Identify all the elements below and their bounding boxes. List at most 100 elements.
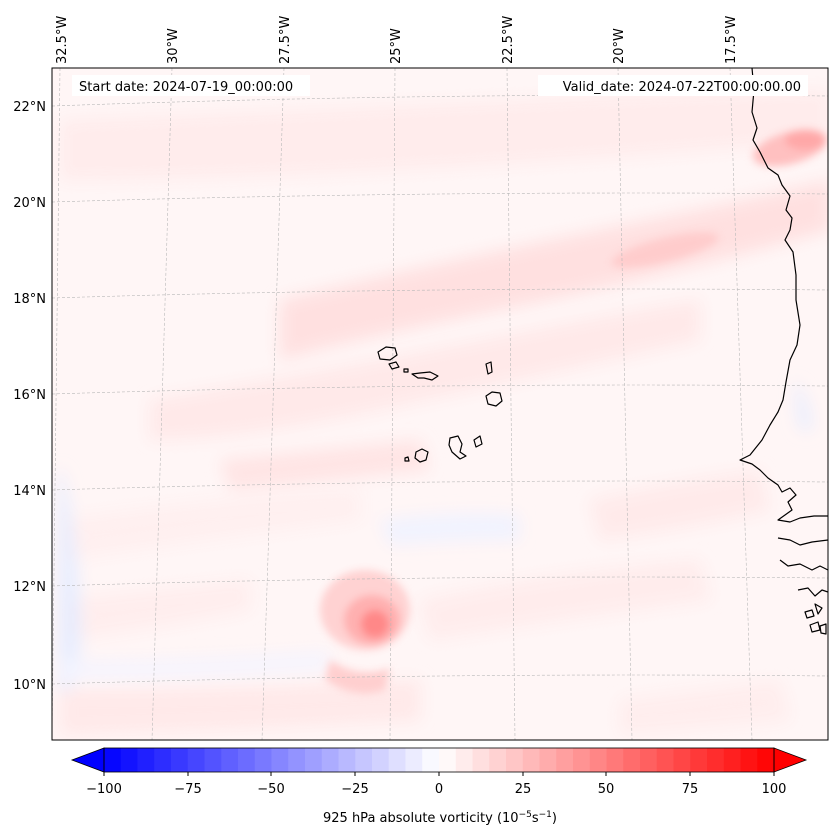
- colorbar-extend-min: [70, 747, 105, 773]
- colorbar-segment: [690, 748, 708, 772]
- brava-island: [404, 456, 410, 462]
- colorbar-segment: [539, 748, 557, 772]
- colorbar-segment: [640, 748, 658, 772]
- colorbar-segment: [204, 748, 222, 772]
- santa-luzia-island: [403, 368, 409, 373]
- lon-label: 27.5°W: [278, 16, 293, 64]
- bijagos-island-b: [814, 603, 823, 615]
- colorbar-label-exp1: −5: [519, 810, 532, 820]
- colorbar-label-end: ): [552, 811, 557, 826]
- santo-antao-island: [377, 346, 398, 361]
- colorbar: −100 −75 −50 −25 0 25 50 75 100 925 hPa …: [70, 747, 808, 826]
- cbar-tick-label: 25: [515, 782, 532, 797]
- colorbar-label-mid: s: [532, 811, 539, 826]
- colorbar-segment: [221, 748, 239, 772]
- lat-label: 16°N: [13, 388, 46, 403]
- colorbar-segment: [757, 748, 775, 772]
- colorbar-segment: [472, 748, 490, 772]
- cbar-tick-label: 100: [762, 782, 787, 797]
- colorbar-segment: [372, 748, 390, 772]
- latitude-labels: 22°N 20°N 18°N 16°N 14°N 12°N 10°N: [13, 100, 46, 693]
- colorbar-segment: [271, 748, 289, 772]
- start-date-box: [72, 75, 310, 96]
- bijagos-coast: [797, 587, 828, 597]
- meridian-27-5w: [261, 68, 285, 740]
- colorbar-segment: [305, 748, 323, 772]
- meridian-20w: [617, 68, 633, 740]
- colorbar-segment: [522, 748, 540, 772]
- colorbar-segment: [154, 748, 172, 772]
- lat-label: 14°N: [13, 484, 46, 499]
- lat-label: 10°N: [13, 678, 46, 693]
- bijagos-island-d: [819, 623, 827, 635]
- lon-label: 25°W: [389, 28, 404, 64]
- start-date-label: Start date: 2024-07-19_00:00:00: [79, 80, 293, 95]
- colorbar-segment: [606, 748, 624, 772]
- africa-coastline: [739, 68, 828, 523]
- cbar-tick-label: −75: [174, 782, 201, 797]
- lat-label: 18°N: [13, 292, 46, 307]
- cbar-tick-label: 50: [598, 782, 615, 797]
- maio-island: [473, 435, 483, 448]
- map-panel: Start date: 2024-07-19_00:00:00 Valid_da…: [13, 16, 829, 741]
- colorbar-segment: [355, 748, 373, 772]
- colorbar-segment: [254, 748, 272, 772]
- longitude-labels: 32.5°W 30°W 27.5°W 25°W 22.5°W 20°W 17.5…: [55, 16, 739, 64]
- colorbar-segment: [405, 748, 423, 772]
- colorbar-segment: [623, 748, 641, 772]
- graticule: [52, 68, 828, 740]
- colorbar-segment: [137, 748, 155, 772]
- parallel-16n: [52, 384, 828, 395]
- parallel-10n: [52, 674, 828, 685]
- meridian-17-5w: [729, 68, 753, 740]
- sao-vicente-island: [388, 361, 400, 370]
- colorbar-segment: [573, 748, 591, 772]
- parallel-20n: [52, 192, 828, 203]
- valid-date-label: Valid_date: 2024-07-22T00:00:00.00: [563, 80, 801, 95]
- colorbar-ticks: [103, 772, 775, 776]
- fogo-island: [414, 448, 429, 463]
- colorbar-segment: [439, 748, 457, 772]
- boa-vista-island: [485, 391, 503, 407]
- colorbar-segment: [506, 748, 524, 772]
- colorbar-segment: [388, 748, 406, 772]
- field-shading: [58, 90, 828, 735]
- lat-label: 20°N: [13, 196, 46, 211]
- colorbar-label-exp2: −1: [539, 810, 552, 820]
- colorbar-segment: [238, 748, 256, 772]
- map-frame: [51, 67, 829, 741]
- colorbar-segment: [656, 748, 674, 772]
- parallel-18n: [52, 288, 828, 299]
- vorticity-field: [52, 68, 828, 740]
- colorbar-tick-labels: −100 −75 −50 −25 0 25 50 75 100: [86, 782, 786, 797]
- cbar-tick-label: −50: [257, 782, 284, 797]
- colorbar-segment: [104, 748, 122, 772]
- meridian-25w: [389, 68, 396, 740]
- colorbar-segment: [455, 748, 473, 772]
- guinea-bissau-coast: [779, 559, 828, 571]
- colorbar-segment: [288, 748, 306, 772]
- bijagos-island-a: [804, 609, 815, 619]
- colorbar-label-text: 925 hPa absolute vorticity (10: [323, 811, 519, 826]
- sal-island: [485, 361, 493, 375]
- parallel-12n: [52, 576, 828, 587]
- colorbar-segment: [556, 748, 574, 772]
- meridian-32-5w: [52, 68, 61, 740]
- colorbar-segment: [338, 748, 356, 772]
- colorbar-segment: [171, 748, 189, 772]
- parallel-14n: [52, 480, 828, 491]
- cbar-tick-label: −100: [86, 782, 122, 797]
- sao-nicolau-island: [411, 371, 439, 381]
- colorbar-segment: [740, 748, 758, 772]
- lon-label: 30°W: [166, 28, 181, 64]
- lat-label: 12°N: [13, 580, 46, 595]
- meridian-22-5w: [506, 68, 516, 740]
- lon-label: 32.5°W: [55, 16, 70, 64]
- santiago-island: [448, 435, 467, 460]
- colorbar-label: 925 hPa absolute vorticity (10−5s−1): [323, 810, 557, 826]
- colorbar-segment: [673, 748, 691, 772]
- lon-label: 17.5°W: [724, 16, 739, 64]
- meridian-30w: [151, 68, 173, 740]
- lat-label: 22°N: [13, 100, 46, 115]
